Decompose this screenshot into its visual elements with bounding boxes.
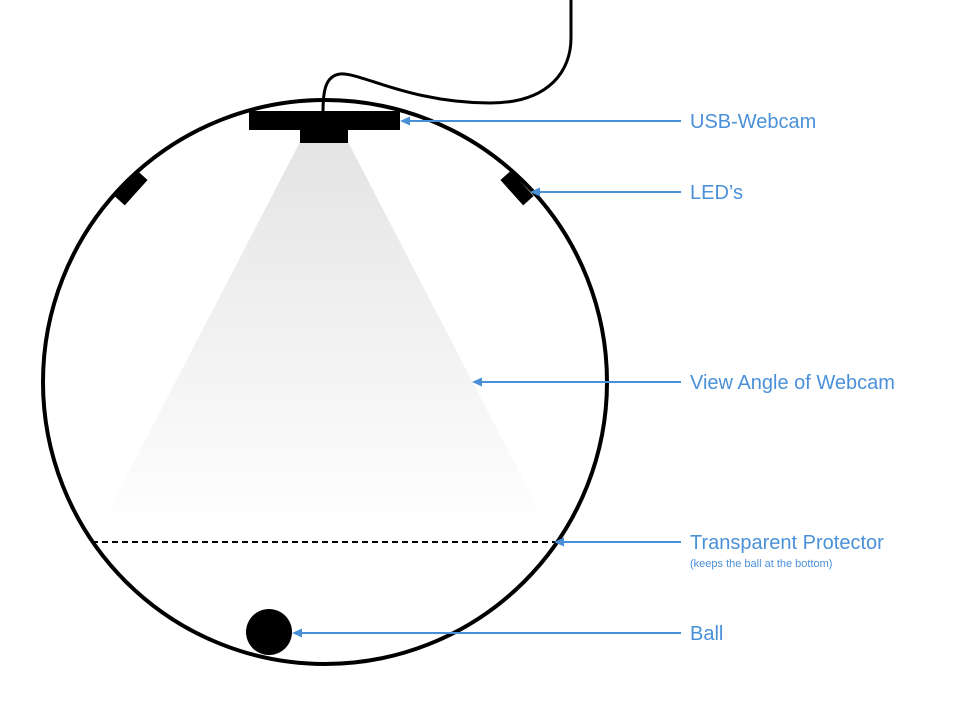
webcam-lens (300, 128, 348, 143)
label-transparent-protector: Transparent Protector (690, 532, 884, 554)
led-right (500, 170, 534, 206)
arrowhead-protector (554, 537, 564, 547)
annotation-arrows (292, 116, 681, 638)
webcam-body (249, 111, 400, 130)
label-usb-webcam: USB-Webcam (690, 111, 816, 133)
label-leds: LED’s (690, 182, 743, 204)
led-left (114, 170, 148, 206)
arrowhead-view-angle (472, 377, 482, 387)
label-protector-note: (keeps the ball at the bottom) (690, 558, 832, 570)
label-view-angle: View Angle of Webcam (690, 372, 895, 394)
label-ball: Ball (690, 623, 723, 645)
arrowhead-webcam (400, 116, 410, 126)
ball (246, 609, 292, 655)
usb-cable (321, 0, 573, 113)
arrowhead-ball (292, 628, 302, 638)
view-angle-cone (96, 142, 552, 535)
arrowhead-leds (530, 187, 540, 197)
